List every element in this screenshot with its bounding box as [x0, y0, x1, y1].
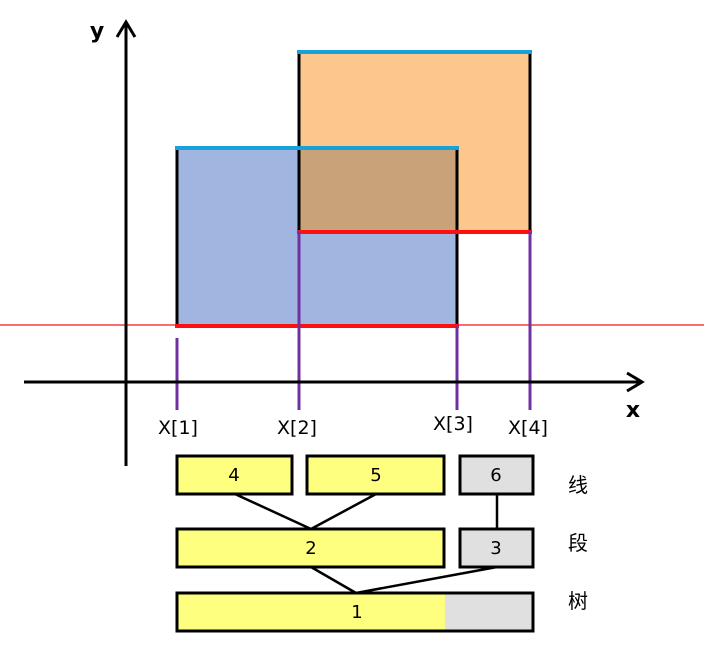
tree-node-6 — [458, 454, 535, 496]
tree-node-5 — [305, 454, 446, 496]
edge-3-1 — [355, 565, 498, 595]
tree-node-5-label: 5 — [370, 465, 381, 486]
x-mark-4: X[4] — [508, 417, 548, 439]
tree-node-1-covered — [177, 593, 445, 631]
tree-node-3 — [458, 527, 535, 569]
x-axis-arrowhead — [626, 371, 645, 393]
tree-node-2-label: 2 — [305, 538, 316, 559]
tree-node-4-label: 4 — [228, 465, 239, 486]
side-label-char-3: 树 — [568, 589, 588, 613]
tree-node-1-label: 1 — [351, 602, 362, 623]
x-mark-3: X[3] — [433, 413, 473, 435]
overlap-region — [299, 148, 457, 232]
edge-4-2 — [234, 492, 312, 531]
tree-node-3-label: 3 — [490, 538, 501, 559]
edge-5-2 — [310, 492, 377, 531]
tree-node-4 — [175, 454, 294, 496]
tree-node-1 — [175, 591, 535, 633]
tree-node-6-label: 6 — [490, 465, 501, 486]
side-label-char-1: 线 — [568, 473, 588, 497]
y-axis-label: y — [90, 19, 104, 44]
x-axis-label: x — [626, 398, 640, 423]
side-label-char-2: 段 — [568, 531, 588, 555]
x-mark-2: X[2] — [277, 417, 317, 439]
edge-2-1 — [310, 565, 357, 595]
tree-node-1-uncovered — [445, 593, 533, 631]
tree-node-2 — [175, 527, 446, 569]
x-mark-1: X[1] — [158, 417, 198, 439]
y-axis-arrowhead — [115, 19, 137, 38]
